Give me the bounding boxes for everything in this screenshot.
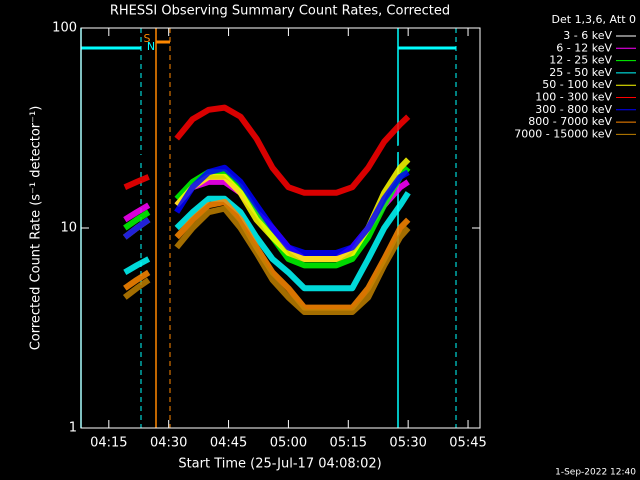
legend-label: 7000 - 15000 keV — [514, 127, 612, 140]
annotation: N — [147, 40, 155, 53]
series-line — [122, 205, 411, 315]
series-line — [123, 191, 411, 292]
legend-title: Det 1,3,6, Att 0 — [552, 13, 636, 26]
legend-label: 6 - 12 keV — [556, 41, 612, 54]
legend-label: 12 - 25 keV — [549, 54, 612, 67]
annotation: S — [144, 32, 151, 45]
series-line — [123, 198, 411, 311]
legend-label: 800 - 7000 keV — [528, 115, 612, 128]
legend-label: 100 - 300 keV — [535, 91, 612, 104]
legend-label: 50 - 100 keV — [542, 78, 612, 91]
legend-label: 25 - 50 keV — [549, 66, 612, 79]
y-tick-label: 10 — [60, 221, 77, 236]
legend-label: 3 - 6 keV — [563, 29, 612, 42]
chart-title: RHESSI Observing Summary Count Rates, Co… — [110, 4, 450, 19]
legend-label: 300 - 800 keV — [535, 103, 612, 116]
x-tick-label: 04:30 — [150, 436, 187, 451]
series-line — [123, 104, 411, 196]
x-tick-label: 04:45 — [210, 436, 247, 451]
x-tick-label: 05:45 — [449, 436, 486, 451]
series-line — [122, 164, 410, 256]
x-tick-label: 05:30 — [389, 436, 426, 451]
footer: 1-Sep-2022 12:40 — [555, 468, 636, 478]
x-axis-label: Start Time (25-Jul-17 04:08:02) — [178, 457, 381, 472]
y-axis-label: Corrected Count Rate (s⁻¹ detector⁻¹) — [29, 106, 44, 351]
x-tick-label: 05:15 — [330, 436, 367, 451]
x-tick-label: 05:00 — [270, 436, 307, 451]
y-tick-label: 1 — [69, 421, 77, 436]
x-tick-label: 04:15 — [90, 436, 127, 451]
y-tick-label: 100 — [52, 21, 77, 36]
